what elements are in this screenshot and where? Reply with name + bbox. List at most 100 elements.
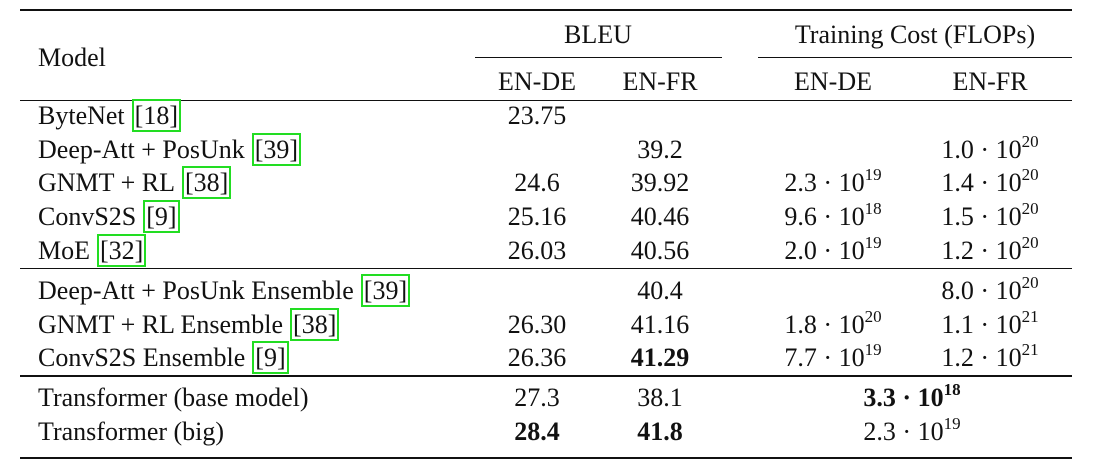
model-name: Transformer (base model) bbox=[38, 383, 309, 412]
citation: [18] bbox=[131, 99, 181, 132]
cost-base: 2.3 · 10 bbox=[863, 417, 944, 446]
bleu-cell: 41.16 bbox=[630, 310, 690, 339]
cost-cell: 1.8 · 1020 bbox=[784, 308, 881, 339]
cost-cell: 3.3 · 1018 bbox=[863, 381, 960, 412]
bleu-cell: 27.3 bbox=[514, 383, 560, 412]
subheader: EN-DE bbox=[498, 67, 576, 96]
cost-base: 1.2 · 10 bbox=[941, 236, 1022, 265]
bleu-cell: 39.2 bbox=[637, 135, 683, 164]
cost-exponent: 20 bbox=[864, 307, 882, 326]
bleu-cell: 40.56 bbox=[630, 236, 690, 265]
bleu-cell: 26.30 bbox=[507, 310, 567, 339]
model-header: Model bbox=[38, 43, 106, 72]
cost-base: 2.0 · 10 bbox=[784, 236, 865, 265]
subheader: EN-DE bbox=[794, 67, 872, 96]
model-cell: GNMT + RL [38] bbox=[38, 166, 232, 199]
cost-exponent: 19 bbox=[864, 165, 882, 184]
cost-exponent: 20 bbox=[1021, 199, 1039, 218]
model-name: ConvS2S Ensemble bbox=[38, 343, 246, 372]
model-cell: Deep-Att + PosUnk Ensemble [39] bbox=[38, 274, 411, 307]
citation: [38] bbox=[290, 308, 340, 341]
bleu-cell: 26.36 bbox=[507, 343, 567, 372]
cost-cell: 2.3 · 1019 bbox=[863, 415, 960, 446]
cost-rule bbox=[758, 57, 1072, 58]
bleu-cell: 41.8 bbox=[637, 417, 683, 446]
model-name: Deep-Att + PosUnk Ensemble bbox=[38, 276, 354, 305]
model-name: GNMT + RL bbox=[38, 168, 175, 197]
cost-exponent: 19 bbox=[864, 233, 882, 252]
cost-cell: 1.4 · 1020 bbox=[941, 166, 1038, 197]
bleu-cell: 38.1 bbox=[637, 383, 683, 412]
bleu-header: BLEU bbox=[564, 20, 632, 49]
model-name: ByteNet bbox=[38, 101, 125, 130]
model-name: Deep-Att + PosUnk bbox=[38, 135, 245, 164]
citation: [32] bbox=[97, 234, 147, 267]
bleu-cell: 24.6 bbox=[514, 168, 560, 197]
cost-cell: 1.5 · 1020 bbox=[941, 200, 1038, 231]
bleu-cell: 28.4 bbox=[514, 417, 560, 446]
model-cell: MoE [32] bbox=[38, 234, 147, 267]
cost-base: 7.7 · 10 bbox=[784, 343, 865, 372]
cost-cell: 2.0 · 1019 bbox=[784, 234, 881, 265]
cost-base: 1.4 · 10 bbox=[941, 168, 1022, 197]
bottom-rule bbox=[20, 457, 1072, 459]
model-cell: Transformer (big) bbox=[38, 419, 224, 445]
cost-base: 8.0 · 10 bbox=[941, 276, 1022, 305]
cost-exponent: 20 bbox=[1021, 132, 1039, 151]
model-name: ConvS2S bbox=[38, 202, 137, 231]
cost-cell: 1.1 · 1021 bbox=[941, 308, 1038, 339]
bleu-cell: 40.4 bbox=[637, 276, 683, 305]
cost-base: 3.3 · 10 bbox=[863, 383, 944, 412]
cost-base: 1.2 · 10 bbox=[941, 343, 1022, 372]
cost-cell: 1.0 · 1020 bbox=[941, 133, 1038, 164]
model-cell: ByteNet [18] bbox=[38, 99, 181, 132]
cost-base: 9.6 · 10 bbox=[784, 202, 865, 231]
bleu-cell: 39.92 bbox=[630, 168, 690, 197]
bleu-cell: 23.75 bbox=[507, 101, 567, 130]
cost-exponent: 20 bbox=[1021, 233, 1039, 252]
cost-base: 1.8 · 10 bbox=[784, 310, 865, 339]
cost-cell: 8.0 · 1020 bbox=[941, 274, 1038, 305]
cost-header: Training Cost (FLOPs) bbox=[794, 20, 1036, 49]
header-rule bbox=[20, 100, 1072, 101]
citation: [38] bbox=[181, 166, 232, 199]
bleu-cell: 25.16 bbox=[507, 202, 567, 231]
bleu-rule bbox=[475, 57, 722, 58]
model-cell: ConvS2S Ensemble [9] bbox=[38, 341, 289, 374]
cost-cell: 1.2 · 1020 bbox=[941, 234, 1038, 265]
cost-base: 1.0 · 10 bbox=[941, 135, 1022, 164]
cost-cell: 1.2 · 1021 bbox=[941, 341, 1038, 372]
group-rule bbox=[20, 268, 1072, 269]
model-cell: GNMT + RL Ensemble [38] bbox=[38, 308, 340, 341]
citation: [39] bbox=[251, 133, 302, 166]
model-cell: ConvS2S [9] bbox=[38, 200, 180, 233]
cost-cell: 9.6 · 1018 bbox=[784, 200, 881, 231]
cost-cell: 7.7 · 1019 bbox=[784, 341, 881, 372]
bleu-cell: 41.29 bbox=[630, 343, 690, 372]
cost-exponent: 21 bbox=[1021, 307, 1039, 326]
model-name: GNMT + RL Ensemble bbox=[38, 310, 284, 339]
cost-exponent: 18 bbox=[864, 199, 882, 218]
group-rule bbox=[20, 375, 1072, 377]
cost-exponent: 18 bbox=[943, 380, 961, 399]
top-rule bbox=[20, 9, 1072, 11]
cost-exponent: 20 bbox=[1021, 165, 1039, 184]
bleu-cell: 40.46 bbox=[630, 202, 690, 231]
cost-base: 1.1 · 10 bbox=[941, 310, 1022, 339]
citation: [9] bbox=[252, 341, 289, 374]
model-cell: Deep-Att + PosUnk [39] bbox=[38, 133, 302, 166]
cost-base: 2.3 · 10 bbox=[784, 168, 865, 197]
bleu-cell: 26.03 bbox=[507, 236, 567, 265]
cost-exponent: 20 bbox=[1021, 273, 1039, 292]
cost-exponent: 19 bbox=[864, 340, 882, 359]
model-name: Transformer (big) bbox=[38, 417, 225, 446]
model-name: MoE bbox=[38, 236, 90, 265]
cost-base: 1.5 · 10 bbox=[941, 202, 1022, 231]
subheader: EN-FR bbox=[952, 67, 1028, 96]
citation: [9] bbox=[143, 200, 180, 233]
cost-exponent: 21 bbox=[1021, 340, 1039, 359]
subheader: EN-FR bbox=[622, 67, 698, 96]
cost-exponent: 19 bbox=[943, 414, 961, 433]
citation: [39] bbox=[360, 274, 411, 307]
